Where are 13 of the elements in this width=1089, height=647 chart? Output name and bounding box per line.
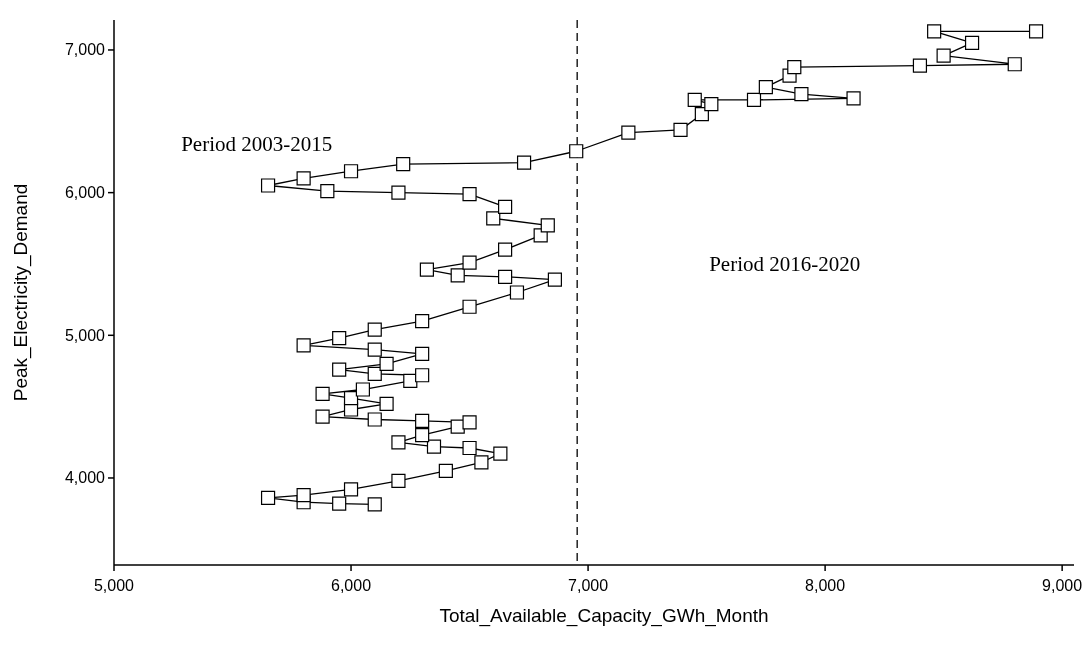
x-axis-title: Total_Available_Capacity_GWh_Month [439, 605, 769, 627]
y-tick-label: 5,000 [64, 326, 106, 344]
y-axis-title: Peak_Electricity_Demand [10, 183, 32, 402]
x-tick-label: 7,000 [568, 577, 609, 594]
y-tick-label: 7,000 [64, 41, 106, 59]
x-tick-label: 8,000 [805, 577, 846, 594]
x-tick-label: 5,000 [93, 577, 135, 594]
y-tick-label: 4,000 [64, 469, 106, 487]
y-tick-label: 6,000 [64, 184, 106, 202]
annotation: Period 2016-2020 [709, 251, 861, 276]
x-tick-label: 6,000 [331, 577, 372, 594]
annotation: Period 2003-2015 [181, 131, 333, 156]
x-tick-label: 9,000 [1042, 577, 1083, 594]
